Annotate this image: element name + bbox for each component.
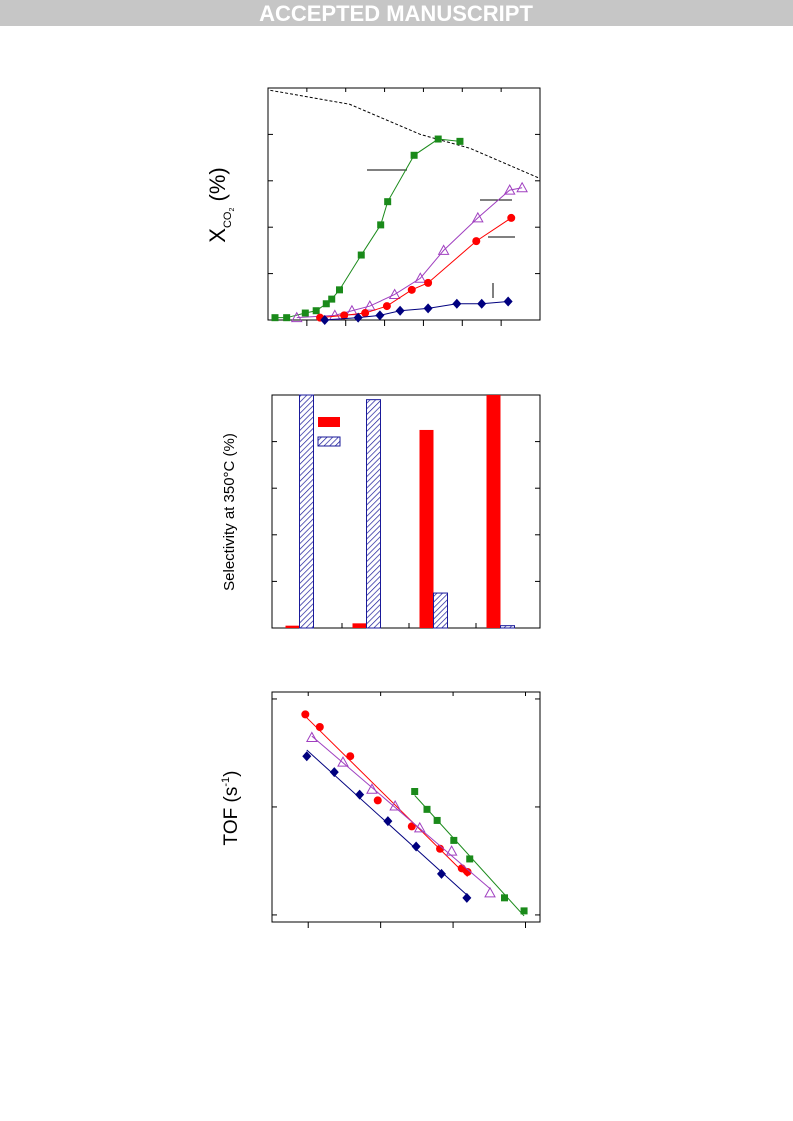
- marker: [302, 751, 312, 762]
- marker: [423, 303, 433, 314]
- legend-swatch: [317, 436, 341, 447]
- fit-line: [304, 715, 468, 877]
- y-axis-label: TOF (s-1): [220, 771, 242, 846]
- label-part: ): [221, 771, 242, 777]
- plot-frame: [271, 691, 541, 923]
- marker: [520, 907, 528, 915]
- plot-frame: [271, 394, 541, 629]
- marker: [329, 767, 339, 778]
- marker: [463, 867, 472, 876]
- bar: [299, 394, 314, 629]
- marker: [413, 821, 426, 833]
- marker: [424, 278, 433, 287]
- label-subsub: 2: [229, 208, 236, 212]
- marker: [436, 868, 446, 879]
- y-axis-label: XCO2 (%): [205, 167, 236, 242]
- fit-line: [311, 735, 491, 890]
- marker: [373, 796, 382, 805]
- marker: [445, 845, 458, 856]
- marker: [477, 298, 487, 309]
- marker: [335, 286, 343, 294]
- marker: [384, 198, 392, 206]
- marker: [361, 309, 370, 318]
- marker: [434, 135, 442, 143]
- marker: [436, 844, 445, 853]
- marker: [437, 244, 450, 255]
- marker: [375, 310, 385, 321]
- marker: [507, 213, 516, 222]
- marker: [484, 886, 496, 898]
- marker: [315, 722, 324, 731]
- marker: [471, 211, 484, 223]
- marker: [346, 752, 355, 761]
- plot-frame: [267, 87, 541, 321]
- marker: [410, 151, 418, 159]
- marker: [322, 300, 330, 308]
- bar: [500, 625, 515, 629]
- label-part: X: [205, 228, 230, 243]
- marker: [337, 756, 349, 767]
- marker: [388, 288, 401, 299]
- series-line: [270, 89, 541, 179]
- marker: [452, 298, 462, 309]
- marker: [355, 789, 365, 800]
- marker: [450, 836, 458, 844]
- marker: [305, 731, 318, 742]
- y-axis-label: Selectivity at 350°C (%): [221, 433, 238, 591]
- marker: [501, 894, 509, 902]
- marker: [377, 221, 385, 229]
- marker: [271, 314, 279, 322]
- bar: [433, 592, 448, 629]
- bar: [419, 429, 434, 628]
- label-part: (%): [205, 167, 230, 207]
- marker: [456, 137, 464, 145]
- marker: [366, 783, 378, 794]
- marker: [283, 314, 291, 322]
- bar: [352, 623, 367, 628]
- marker: [503, 296, 513, 307]
- marker: [301, 710, 310, 719]
- marker: [357, 251, 365, 259]
- bar: [285, 625, 300, 628]
- label-part: TOF (s: [221, 787, 242, 846]
- header-text: ACCEPTED MANUSCRIPT: [259, 1, 533, 26]
- marker: [472, 237, 481, 246]
- marker: [423, 805, 431, 813]
- header-bar: [0, 0, 793, 26]
- label-sup: -1: [220, 777, 232, 787]
- series-line: [274, 138, 461, 319]
- marker: [466, 855, 474, 863]
- marker: [433, 816, 441, 824]
- marker: [411, 788, 419, 796]
- legend-swatch: [318, 417, 340, 427]
- marker: [340, 311, 349, 320]
- marker: [363, 300, 376, 311]
- marker: [328, 295, 336, 303]
- marker: [290, 311, 303, 323]
- leader-lines: [367, 169, 515, 298]
- marker: [389, 799, 401, 811]
- marker: [353, 312, 363, 323]
- marker: [301, 309, 309, 317]
- marker: [516, 181, 528, 193]
- marker: [382, 302, 391, 311]
- marker: [414, 272, 427, 283]
- marker: [312, 307, 320, 315]
- marker: [320, 315, 330, 325]
- marker: [503, 184, 516, 195]
- marker: [407, 822, 416, 831]
- bar: [486, 395, 501, 628]
- label-sub: CO: [222, 211, 234, 228]
- bar: [366, 399, 381, 629]
- marker: [383, 816, 393, 827]
- marker: [395, 305, 405, 316]
- marker: [407, 285, 416, 294]
- marker: [462, 892, 472, 903]
- marker: [411, 841, 421, 852]
